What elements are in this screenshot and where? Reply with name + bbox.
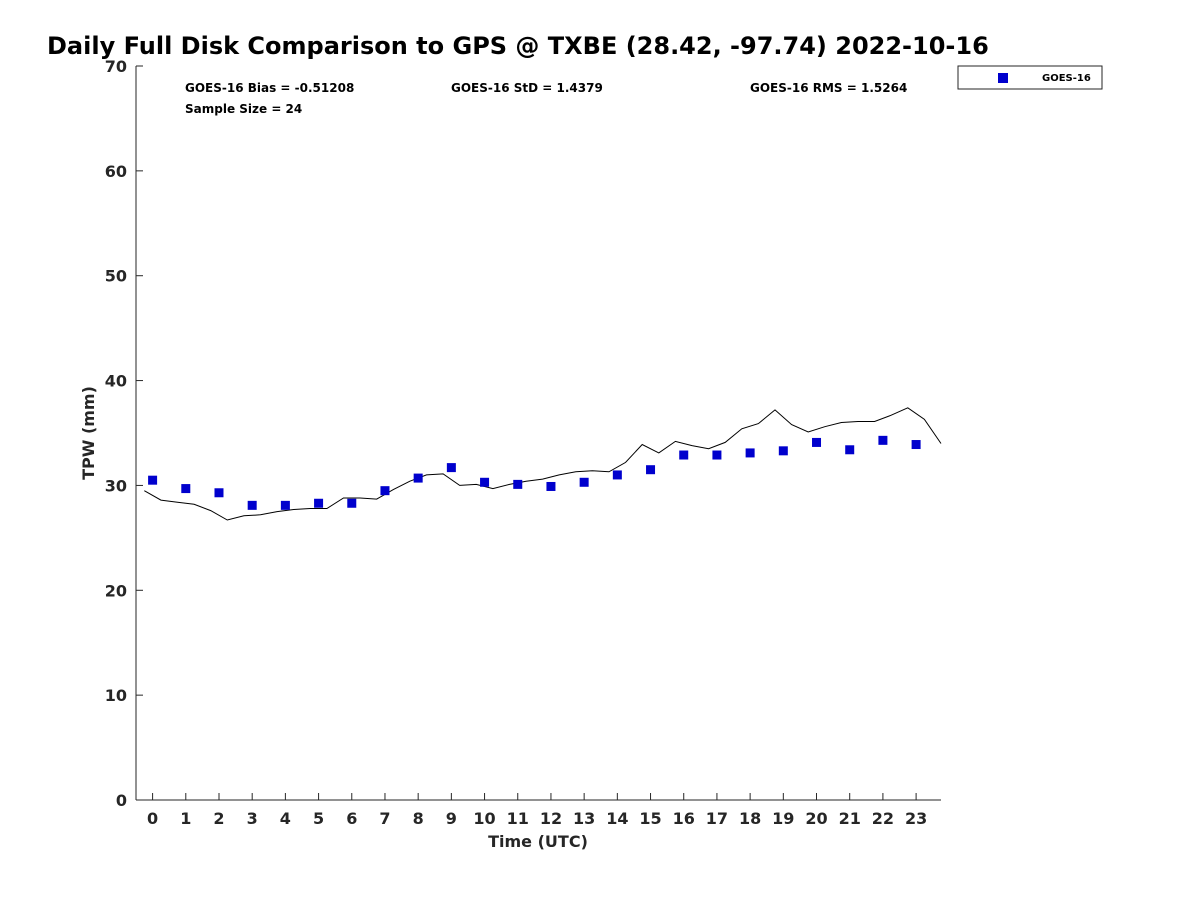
x-tick-label: 16: [673, 809, 695, 828]
x-tick-label: 7: [379, 809, 390, 828]
y-tick-label: 20: [105, 581, 127, 600]
x-tick-label: 8: [413, 809, 424, 828]
x-tick-label: 11: [507, 809, 529, 828]
goes16-point: [579, 477, 589, 487]
goes16-point: [911, 440, 921, 450]
goes16-point: [380, 486, 390, 496]
y-ticks: 0 10 20 30 40 50 60 70: [105, 57, 143, 810]
stat-sample-size: Sample Size = 24: [185, 102, 302, 116]
x-tick-label: 9: [446, 809, 457, 828]
x-tick-label: 2: [213, 809, 224, 828]
goes16-point: [347, 498, 357, 508]
y-tick-label: 10: [105, 686, 127, 705]
legend-label: GOES-16: [1042, 73, 1091, 84]
goes16-point: [214, 488, 224, 498]
x-tick-label: 3: [247, 809, 258, 828]
y-tick-label: 0: [116, 791, 127, 810]
y-tick-label: 40: [105, 372, 127, 391]
x-tick-label: 18: [739, 809, 761, 828]
x-tick-label: 6: [346, 809, 357, 828]
stat-rms: GOES-16 RMS = 1.5264: [750, 81, 907, 95]
goes16-point: [812, 437, 822, 447]
x-tick-label: 1: [180, 809, 191, 828]
x-axis-label: Time (UTC): [488, 832, 588, 851]
goes16-point: [480, 477, 490, 487]
x-tick-label: 4: [280, 809, 291, 828]
stats-annotations: GOES-16 Bias = -0.51208 GOES-16 StD = 1.…: [185, 81, 907, 116]
x-tick-label: 23: [905, 809, 927, 828]
stat-std: GOES-16 StD = 1.4379: [451, 81, 603, 95]
goes16-point: [679, 450, 689, 460]
chart-title: Daily Full Disk Comparison to GPS @ TXBE…: [47, 32, 989, 60]
y-tick-label: 60: [105, 162, 127, 181]
goes16-point: [878, 435, 888, 445]
gps-tpw-line: [144, 407, 942, 521]
x-tick-label: 12: [540, 809, 562, 828]
goes16-point: [845, 445, 855, 455]
y-tick-label: 50: [105, 267, 127, 286]
series-layer: [144, 407, 942, 521]
goes16-point: [546, 481, 556, 491]
goes16-point: [148, 475, 158, 485]
x-tick-label: 22: [872, 809, 894, 828]
goes16-point: [280, 500, 290, 510]
goes16-point: [712, 450, 722, 460]
x-tick-label: 15: [639, 809, 661, 828]
legend-marker: [998, 73, 1008, 83]
x-tick-label: 10: [473, 809, 495, 828]
goes16-point: [446, 463, 456, 473]
goes16-point: [247, 500, 257, 510]
plot-frame: [136, 66, 941, 800]
x-tick-label: 20: [805, 809, 827, 828]
x-tick-label: 5: [313, 809, 324, 828]
goes16-point: [314, 498, 324, 508]
x-tick-label: 13: [573, 809, 595, 828]
y-tick-label: 70: [105, 57, 127, 76]
goes16-point: [612, 470, 622, 480]
x-tick-label: 17: [706, 809, 728, 828]
y-tick-label: 30: [105, 476, 127, 495]
goes16-point: [513, 479, 523, 489]
legend-box: [957, 65, 1103, 90]
x-tick-label: 19: [772, 809, 794, 828]
goes16-point: [413, 473, 423, 483]
stat-bias: GOES-16 Bias = -0.51208: [185, 81, 354, 95]
y-axis-label: TPW (mm): [79, 386, 98, 480]
goes16-point: [778, 446, 788, 456]
x-tick-label: 21: [839, 809, 861, 828]
x-tick-label: 14: [606, 809, 628, 828]
goes16-point: [646, 465, 656, 475]
legend: GOES-16: [957, 65, 1103, 90]
goes16-point: [181, 484, 191, 494]
x-ticks: 0 1 2 3 4 5 6 7 8 9 10 11 12 13 14 15 16 17 18 19 20 21 22 23: [147, 793, 927, 828]
goes16-point: [745, 448, 755, 458]
x-tick-label: 0: [147, 809, 158, 828]
